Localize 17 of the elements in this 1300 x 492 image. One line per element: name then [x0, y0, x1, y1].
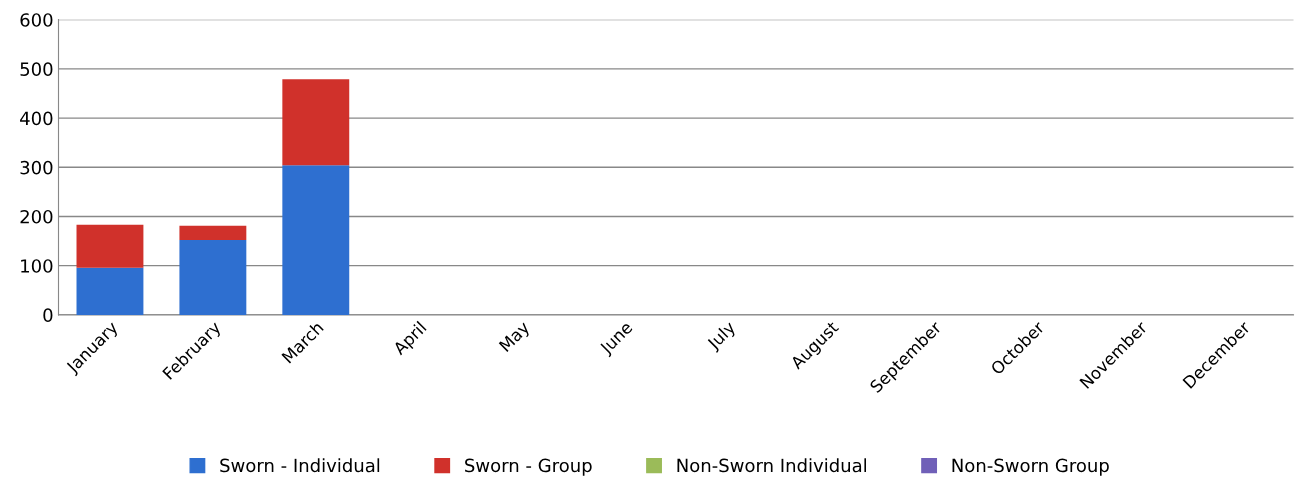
bar: [76, 224, 144, 268]
y-tick-label: 100: [21, 259, 53, 273]
legend-label: Sworn - Individual: [220, 458, 380, 473]
y-tick-label: 600: [20, 13, 53, 27]
bar: [282, 165, 350, 315]
y-tick-label: 300: [20, 160, 53, 175]
y-tick-label: 0: [43, 308, 53, 322]
y-tick-label: 200: [20, 209, 53, 224]
legend-label: Non-Sworn Individual: [677, 458, 867, 473]
legend-label: Sworn - Group: [465, 458, 592, 476]
bar: [179, 225, 247, 241]
legend-label: Non-Sworn Group: [952, 458, 1109, 476]
y-tick-label: 500: [20, 62, 53, 76]
y-tick-label: 400: [20, 111, 53, 126]
bar: [76, 267, 144, 315]
bar: [179, 240, 247, 315]
bar: [282, 79, 350, 166]
